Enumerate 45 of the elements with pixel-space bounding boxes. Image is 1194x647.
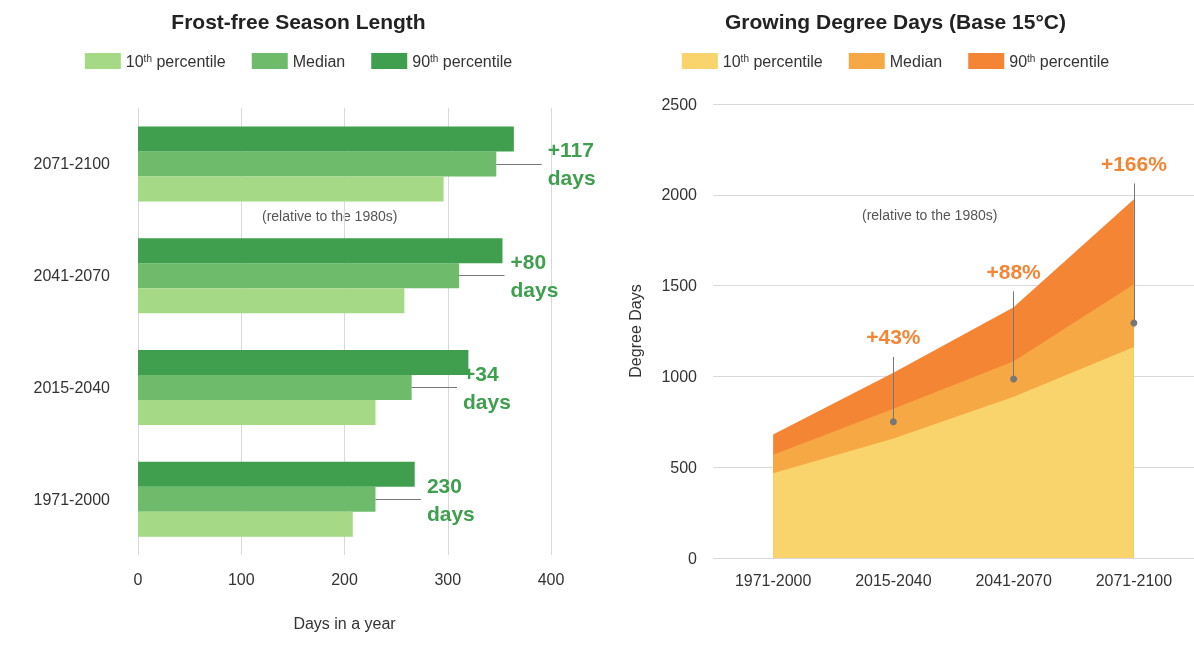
annotation: +117 days [547, 138, 600, 190]
x-tick-label: 400 [537, 570, 565, 588]
annotation: +166% [1100, 151, 1168, 175]
bar [138, 176, 444, 202]
legend-label: Median [889, 52, 943, 70]
bar [138, 126, 514, 152]
x-axis-title: Days in a year [293, 614, 397, 632]
x-tick-label: 300 [434, 570, 462, 588]
x-tick-label: 2015-2040 [855, 571, 932, 589]
annotation: 230 days [426, 473, 475, 525]
x-tick-label: 1971-2000 [734, 571, 812, 589]
x-tick-label: 2071-2100 [1095, 571, 1173, 589]
annotation: +34 days [463, 361, 511, 413]
bar [138, 461, 415, 487]
bar [138, 486, 376, 512]
x-tick-label: 2041-2070 [975, 571, 1052, 589]
x-tick-label: 0 [133, 570, 143, 588]
bar [138, 511, 353, 537]
y-tick-label: 500 [670, 458, 698, 476]
y-tick-label: 2000 [661, 186, 698, 204]
chart-title: Growing Degree Days (Base 15°C) [724, 10, 1067, 33]
x-tick-label: 100 [227, 570, 255, 588]
y-tick-label: 2500 [661, 95, 698, 113]
y-tick-label: 1500 [661, 277, 698, 295]
bar [138, 238, 503, 264]
y-tick-label: 2015-2040 [33, 378, 111, 396]
y-axis-title: Degree Days [626, 284, 644, 378]
annotation: +88% [986, 259, 1042, 283]
y-tick-label: 1000 [661, 367, 698, 385]
y-tick-label: 2071-2100 [33, 155, 111, 173]
bar [138, 399, 376, 425]
annotation: +43% [866, 325, 921, 349]
y-tick-label: 1971-2000 [33, 490, 111, 508]
legend-label: Median [292, 52, 346, 70]
x-tick-label: 200 [331, 570, 358, 588]
bar [138, 151, 497, 177]
bar [138, 288, 405, 314]
chart-title: Frost-free Season Length [171, 10, 426, 33]
bar [138, 263, 460, 289]
y-tick-label: 2041-2070 [33, 267, 111, 285]
annotation: (relative to the 1980s) [862, 207, 998, 223]
y-tick-label: 0 [688, 549, 698, 567]
bar [138, 374, 412, 400]
annotation: +80 days [510, 250, 559, 302]
bar [138, 349, 469, 375]
